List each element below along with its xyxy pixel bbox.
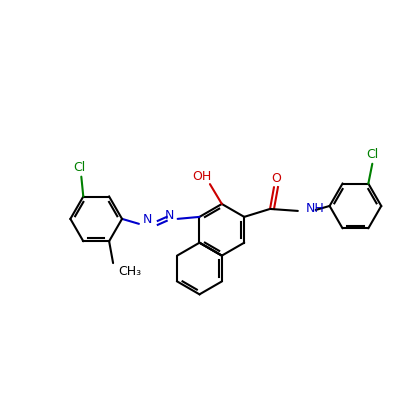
Text: Cl: Cl — [366, 148, 378, 161]
Text: O: O — [271, 172, 281, 185]
Text: NH: NH — [306, 202, 324, 216]
Text: Cl: Cl — [73, 161, 86, 174]
Text: OH: OH — [192, 170, 212, 183]
Text: N: N — [143, 213, 152, 226]
Text: N: N — [165, 209, 174, 222]
Text: CH₃: CH₃ — [118, 264, 141, 278]
